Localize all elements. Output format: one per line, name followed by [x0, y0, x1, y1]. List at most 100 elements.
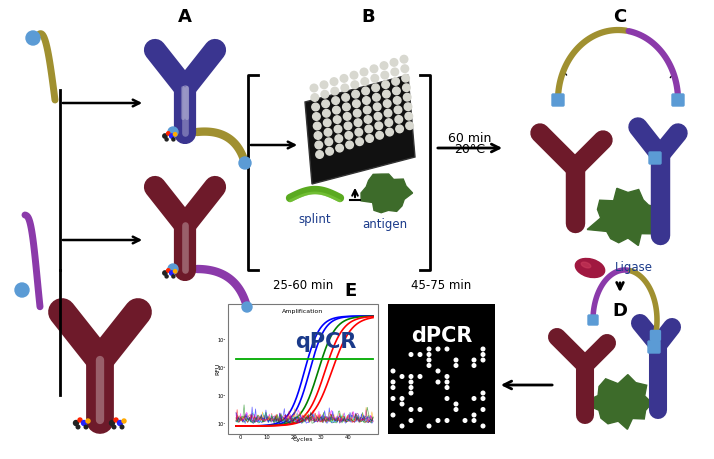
Circle shape: [323, 119, 331, 127]
Circle shape: [481, 358, 485, 362]
Circle shape: [330, 78, 338, 85]
Polygon shape: [305, 75, 415, 184]
Text: 10²: 10²: [218, 393, 226, 398]
Circle shape: [370, 65, 378, 73]
FancyBboxPatch shape: [648, 341, 660, 353]
Circle shape: [401, 402, 404, 406]
FancyBboxPatch shape: [228, 304, 378, 434]
Circle shape: [391, 386, 395, 389]
Circle shape: [322, 100, 329, 107]
Circle shape: [26, 31, 40, 45]
Circle shape: [109, 420, 114, 425]
Circle shape: [361, 78, 368, 85]
Circle shape: [355, 129, 363, 136]
Circle shape: [472, 397, 476, 400]
Circle shape: [374, 112, 382, 120]
Circle shape: [168, 127, 178, 137]
Circle shape: [239, 157, 251, 169]
Text: Cycles: Cycles: [293, 437, 313, 442]
Text: A: A: [178, 8, 192, 26]
Circle shape: [446, 419, 449, 422]
Circle shape: [383, 90, 390, 98]
Circle shape: [395, 116, 403, 123]
Circle shape: [74, 420, 79, 425]
Circle shape: [472, 358, 476, 362]
Circle shape: [409, 380, 413, 384]
Circle shape: [391, 68, 398, 76]
Circle shape: [365, 125, 373, 133]
Circle shape: [401, 424, 404, 428]
Text: E: E: [344, 282, 356, 300]
Text: Ligase: Ligase: [615, 261, 653, 274]
Circle shape: [481, 424, 485, 428]
Circle shape: [81, 420, 86, 425]
Circle shape: [418, 353, 422, 356]
Circle shape: [366, 134, 373, 142]
Circle shape: [481, 353, 485, 356]
Circle shape: [165, 275, 168, 278]
Circle shape: [406, 122, 413, 129]
Circle shape: [405, 112, 413, 120]
Circle shape: [122, 419, 126, 423]
Text: 45-75 min: 45-75 min: [411, 279, 472, 292]
Circle shape: [391, 380, 395, 384]
Text: qPCR: qPCR: [295, 332, 356, 352]
Text: 30: 30: [318, 435, 324, 440]
Circle shape: [409, 408, 413, 411]
Text: 25-60 min: 25-60 min: [273, 279, 333, 292]
Circle shape: [454, 358, 458, 362]
Circle shape: [384, 109, 392, 117]
Circle shape: [310, 84, 318, 92]
Circle shape: [353, 109, 361, 117]
Circle shape: [382, 81, 389, 89]
Circle shape: [409, 386, 413, 389]
Circle shape: [472, 413, 476, 417]
Circle shape: [454, 364, 458, 367]
FancyBboxPatch shape: [672, 94, 684, 106]
Circle shape: [427, 347, 431, 351]
Circle shape: [326, 147, 333, 155]
Circle shape: [356, 138, 363, 146]
Circle shape: [313, 113, 320, 120]
Circle shape: [436, 347, 440, 351]
Circle shape: [386, 129, 393, 136]
Circle shape: [166, 269, 170, 272]
Polygon shape: [582, 375, 652, 429]
Circle shape: [409, 353, 413, 356]
Circle shape: [312, 103, 319, 111]
Circle shape: [394, 106, 402, 114]
Circle shape: [174, 133, 177, 136]
Text: 40: 40: [345, 435, 351, 440]
Circle shape: [393, 96, 401, 104]
Circle shape: [436, 380, 440, 384]
Circle shape: [165, 138, 168, 141]
Circle shape: [311, 94, 318, 101]
Circle shape: [340, 75, 348, 82]
Circle shape: [401, 375, 404, 378]
Circle shape: [345, 132, 353, 139]
Circle shape: [332, 97, 339, 104]
Circle shape: [371, 74, 378, 82]
Circle shape: [401, 56, 408, 63]
Circle shape: [346, 141, 353, 149]
Circle shape: [343, 112, 351, 120]
Circle shape: [481, 408, 485, 411]
Circle shape: [341, 84, 348, 92]
Text: 20: 20: [291, 435, 297, 440]
Circle shape: [364, 116, 372, 123]
Circle shape: [172, 138, 175, 141]
Circle shape: [373, 94, 380, 101]
Circle shape: [454, 402, 458, 406]
Circle shape: [344, 122, 352, 130]
Circle shape: [390, 59, 398, 66]
Circle shape: [170, 134, 174, 138]
Circle shape: [446, 347, 449, 351]
Circle shape: [463, 419, 467, 422]
Circle shape: [404, 103, 412, 111]
Circle shape: [321, 90, 328, 98]
Polygon shape: [587, 188, 662, 246]
Circle shape: [163, 134, 167, 138]
Circle shape: [343, 103, 350, 111]
Circle shape: [352, 90, 359, 98]
Circle shape: [86, 419, 90, 423]
